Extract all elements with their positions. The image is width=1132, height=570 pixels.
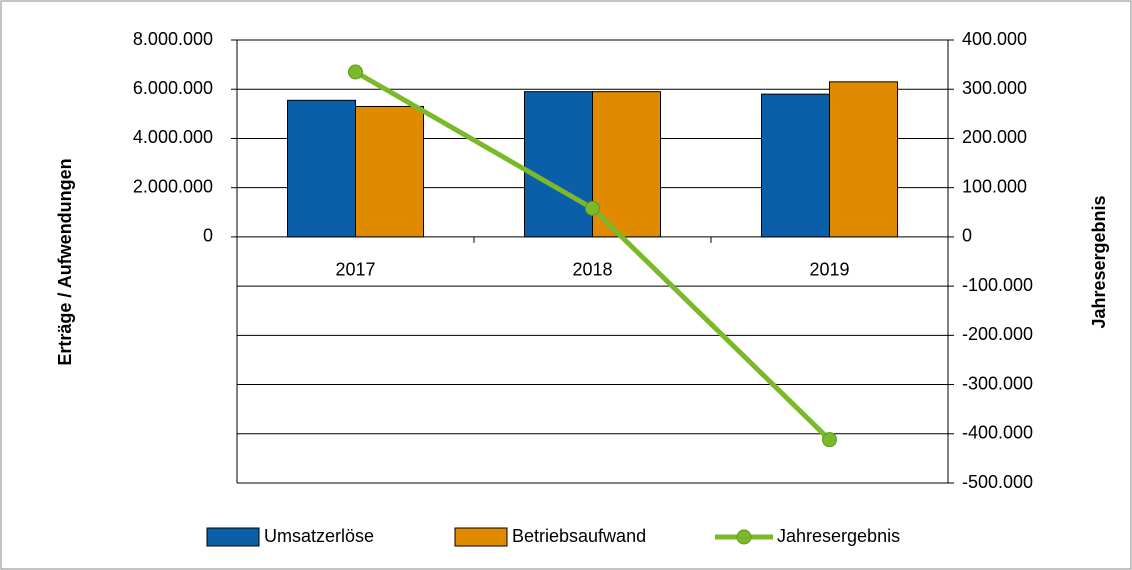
bar: [829, 81, 898, 238]
x-tick-label: 2019: [809, 260, 849, 280]
legend-swatch: [454, 527, 508, 547]
y2-tick-label: 200.000: [962, 127, 1027, 147]
y2-tick-label: -200.000: [962, 324, 1033, 344]
legend-label: Betriebsaufwand: [512, 526, 646, 546]
bar: [761, 93, 830, 238]
line-marker: [348, 64, 363, 80]
bar: [355, 105, 424, 238]
y2-tick-label: -500.000: [962, 472, 1033, 492]
x-tick-label: 2017: [335, 260, 375, 280]
y2-tick-label: 0: [962, 226, 972, 246]
y-tick-label: 2.000.000: [133, 176, 213, 196]
y2-axis-title: Jahresergebnis: [1089, 195, 1109, 328]
legend-label: Umsatzerlöse: [264, 526, 374, 546]
y2-tick-label: -300.000: [962, 373, 1033, 393]
y-axis-title: Erträge / Aufwendungen: [55, 158, 75, 365]
bar: [524, 91, 593, 238]
y2-tick-label: -100.000: [962, 275, 1033, 295]
y2-tick-label: 100.000: [962, 176, 1027, 196]
y-tick-label: 8.000.000: [133, 29, 213, 49]
y-tick-label: 0: [203, 226, 213, 246]
y2-tick-label: -400.000: [962, 423, 1033, 443]
bar: [592, 91, 661, 238]
legend-label: Jahresergebnis: [777, 526, 900, 546]
y-tick-label: 4.000.000: [133, 127, 213, 147]
line-marker: [822, 432, 837, 448]
y2-tick-label: 400.000: [962, 29, 1027, 49]
legend-swatch: [206, 527, 260, 547]
y-tick-label: 6.000.000: [133, 78, 213, 98]
x-tick-label: 2018: [572, 260, 612, 280]
line-marker: [585, 200, 600, 216]
legend-swatch: [736, 529, 752, 545]
y2-tick-label: 300.000: [962, 78, 1027, 98]
bar: [287, 99, 356, 238]
